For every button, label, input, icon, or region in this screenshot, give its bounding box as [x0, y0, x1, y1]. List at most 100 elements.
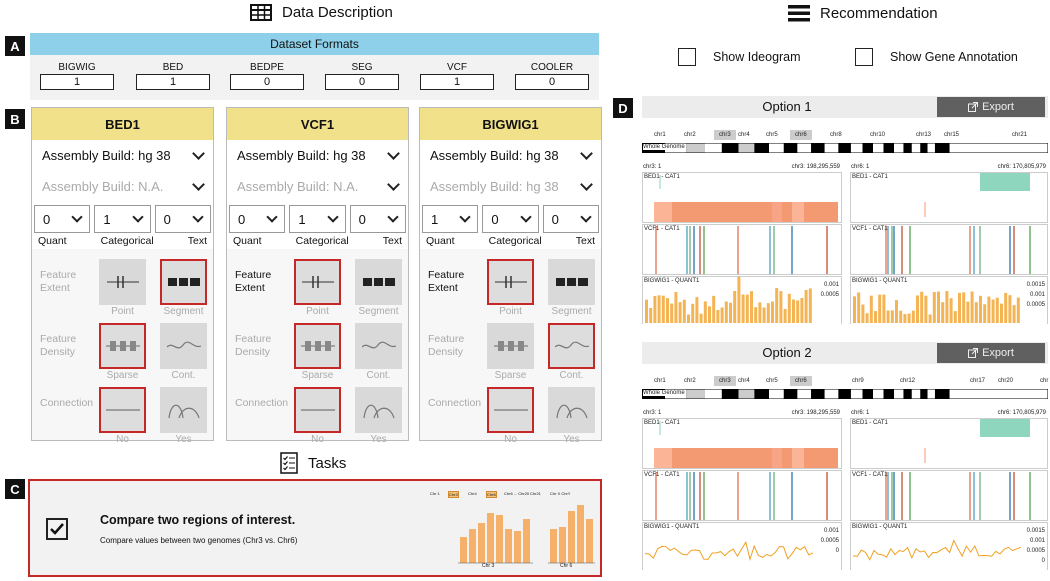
format-count-input[interactable]: 0 — [325, 74, 399, 90]
left-region-panel[interactable]: chr3: 1 chr3: 198,295,559 BED1 - CAT1 VCF1… — [642, 410, 842, 570]
format-count-input[interactable]: 0 — [515, 74, 589, 90]
count-value: 0 — [491, 211, 499, 227]
export-button[interactable]: Export — [937, 343, 1045, 363]
chromosome-label[interactable]: chr3 — [714, 376, 736, 386]
segment-option[interactable] — [355, 259, 402, 305]
chromosome-label[interactable]: chr6 — [790, 130, 812, 140]
external-link-icon — [968, 348, 979, 358]
segment-option[interactable] — [160, 259, 207, 305]
sparse-option[interactable] — [99, 323, 146, 369]
assembly-build-secondary-select[interactable]: Assembly Build: N.A. — [227, 171, 408, 202]
track-mark — [745, 294, 749, 323]
no-connection-icon — [300, 409, 335, 411]
connection-row: Connection No Yes — [227, 387, 408, 451]
sparse-option[interactable] — [487, 323, 534, 369]
right-region-panel[interactable]: chr6: 1 chr6: 170,805,979 BED1 - CAT1 VCF1… — [850, 410, 1048, 570]
track-mark — [882, 294, 886, 323]
point-option[interactable] — [99, 259, 146, 305]
chromosome-label[interactable]: chr4 — [738, 132, 750, 138]
format-count-input[interactable]: 1 — [136, 74, 210, 90]
track-mark — [787, 293, 791, 323]
count-value: 0 — [551, 211, 559, 227]
cont-option[interactable] — [355, 323, 402, 369]
no-option[interactable] — [99, 387, 146, 433]
track-mark — [758, 302, 762, 323]
continuous-glyph-icon — [166, 341, 201, 349]
track-mark — [886, 310, 890, 323]
chromosome-label[interactable]: chr2 — [684, 378, 696, 384]
chromosome-ideogram[interactable]: chr1 chr2 chr3 chr4 chr5 chr6 chr8 chr10 chr13 ch… — [642, 130, 1048, 156]
count-label: Quant — [38, 235, 67, 247]
assembly-build-value: Assembly Build: hg 38 — [430, 148, 559, 163]
assembly-build-secondary-select[interactable]: Assembly Build: hg 38 — [420, 171, 601, 202]
task-card[interactable]: Compare two regions of interest. Compare… — [28, 479, 602, 577]
chromosome-label[interactable]: chr9 — [852, 378, 864, 384]
assembly-build-select[interactable]: Assembly Build: hg 38 — [227, 140, 408, 171]
track-frame — [850, 418, 1048, 469]
chromosome-label[interactable]: chr4 — [738, 378, 750, 384]
format-count-input[interactable]: 1 — [420, 74, 494, 90]
quant-count-select[interactable]: 0 — [34, 205, 91, 233]
chromosome-label[interactable]: chr10 — [870, 132, 886, 138]
assembly-build-select[interactable]: Assembly Build: hg 38 — [32, 140, 213, 171]
chromosome-label[interactable]: chr13 — [916, 132, 932, 138]
range-start: chr6: 1 — [851, 410, 870, 416]
chromosome-label[interactable]: chr17 — [970, 378, 986, 384]
categorical-count-select[interactable]: 0 — [482, 205, 539, 233]
chromosome-label[interactable]: chr5 — [766, 378, 778, 384]
track-mark — [654, 448, 838, 468]
chromosome-label[interactable]: chr2 — [684, 132, 696, 138]
chromosome-ideogram[interactable]: chr1 chr2 chr3 chr4 chr5 chr6 chr9 chr12 chr17 ch… — [642, 376, 1048, 402]
cont-option[interactable] — [548, 323, 595, 369]
format-count-input[interactable]: 0 — [230, 74, 304, 90]
format-count-input[interactable]: 1 — [40, 74, 114, 90]
chromosome-label[interactable]: chr15 — [944, 132, 960, 138]
chromosome-label[interactable]: chr5 — [766, 132, 778, 138]
segment-option[interactable] — [548, 259, 595, 305]
yes-option[interactable] — [355, 387, 402, 433]
assembly-build-secondary-select[interactable]: Assembly Build: N.A. — [32, 171, 213, 202]
assembly-build-value: Assembly Build: hg 38 — [237, 148, 366, 163]
point-option[interactable] — [294, 259, 341, 305]
chromosome-label[interactable]: chr20 — [998, 378, 1014, 384]
text-count-select[interactable]: 0 — [154, 205, 211, 233]
point-option[interactable] — [487, 259, 534, 305]
show-ideogram-checkbox[interactable] — [678, 48, 696, 66]
track-mark — [927, 389, 935, 399]
task-checkbox[interactable] — [46, 518, 68, 540]
text-count-select[interactable]: 0 — [349, 205, 406, 233]
range-end: chr3: 198,295,559 — [791, 164, 840, 170]
chromosome-label[interactable]: chr — [1040, 378, 1049, 384]
right-region-panel[interactable]: chr6: 1 chr6: 170,805,979 BED1 - CAT1 VCF1… — [850, 164, 1048, 324]
chromosome-label[interactable]: chr6 — [790, 376, 812, 386]
chromosome-label[interactable]: chr3 — [714, 130, 736, 140]
cont-option[interactable] — [160, 323, 207, 369]
chromosome-label[interactable]: chr8 — [830, 132, 842, 138]
sparse-option[interactable] — [294, 323, 341, 369]
show-gene-annotation-checkbox[interactable] — [855, 48, 873, 66]
quant-count-select[interactable]: 0 — [229, 205, 286, 233]
no-option[interactable] — [487, 387, 534, 433]
no-option[interactable] — [294, 387, 341, 433]
chromosome-label[interactable]: chr12 — [900, 378, 916, 384]
track-mark — [934, 389, 950, 399]
track-mark — [783, 143, 798, 153]
yes-option[interactable] — [160, 387, 207, 433]
categorical-count-select[interactable]: 1 — [289, 205, 346, 233]
track-mark — [783, 389, 798, 399]
categorical-count-select[interactable]: 1 — [94, 205, 151, 233]
assembly-build-secondary-value: Assembly Build: N.A. — [42, 179, 164, 194]
yes-option[interactable] — [548, 387, 595, 433]
mini-bar — [487, 513, 494, 563]
text-count-select[interactable]: 0 — [542, 205, 599, 233]
export-button[interactable]: Export — [937, 97, 1045, 117]
assembly-build-select[interactable]: Assembly Build: hg 38 — [420, 140, 601, 171]
chromosome-label[interactable]: chr1 — [654, 132, 666, 138]
track-mark — [720, 307, 724, 323]
left-region-panel[interactable]: chr3: 1 chr3: 198,295,559 BED1 - CAT1 VCF1… — [642, 164, 842, 324]
chromosome-label[interactable]: chr1 — [654, 378, 666, 384]
track-mark — [800, 298, 804, 323]
chromosome-label[interactable]: chr21 — [1012, 132, 1028, 138]
format-bedpe: BEDPE 0 — [230, 62, 304, 90]
quant-count-select[interactable]: 1 — [422, 205, 479, 233]
